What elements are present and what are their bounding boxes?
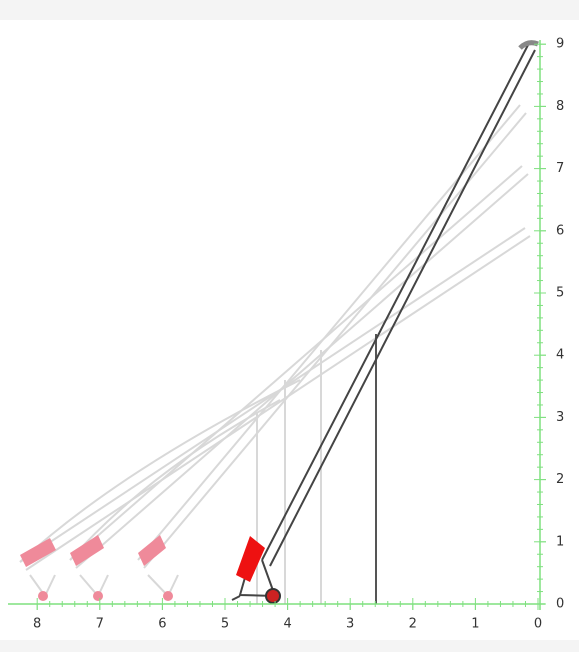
y-tick-label: 7 <box>556 161 564 176</box>
y-tick-label: 4 <box>556 348 564 363</box>
y-tick-label: 1 <box>556 534 564 549</box>
x-tick-label: 6 <box>158 617 166 632</box>
y-tick-label: 2 <box>556 472 564 487</box>
bottom-band <box>0 640 579 652</box>
y-tick-label: 8 <box>556 99 564 114</box>
top-band <box>0 0 579 20</box>
wheel <box>265 588 281 604</box>
main-conveyor <box>231 40 539 601</box>
x-tick-label: 3 <box>346 617 354 632</box>
x-tick-label: 5 <box>221 617 229 632</box>
y-tick-label: 0 <box>556 597 564 612</box>
y-tick-label: 9 <box>556 37 564 52</box>
x-tick-label: 4 <box>283 617 291 632</box>
hopper <box>236 536 265 582</box>
x-tick-label: 0 <box>534 617 542 632</box>
x-tick-label: 1 <box>471 617 479 632</box>
ghost-conveyors <box>19 104 531 604</box>
x-tick-label: 2 <box>409 617 417 632</box>
y-tick-label: 6 <box>556 223 564 238</box>
y-tick-label: 5 <box>556 286 564 301</box>
x-tick-label: 7 <box>96 617 104 632</box>
axes <box>8 40 545 610</box>
y-tick-label: 3 <box>556 410 564 425</box>
ghost-hoppers <box>20 535 173 601</box>
x-tick-label: 8 <box>33 617 41 632</box>
